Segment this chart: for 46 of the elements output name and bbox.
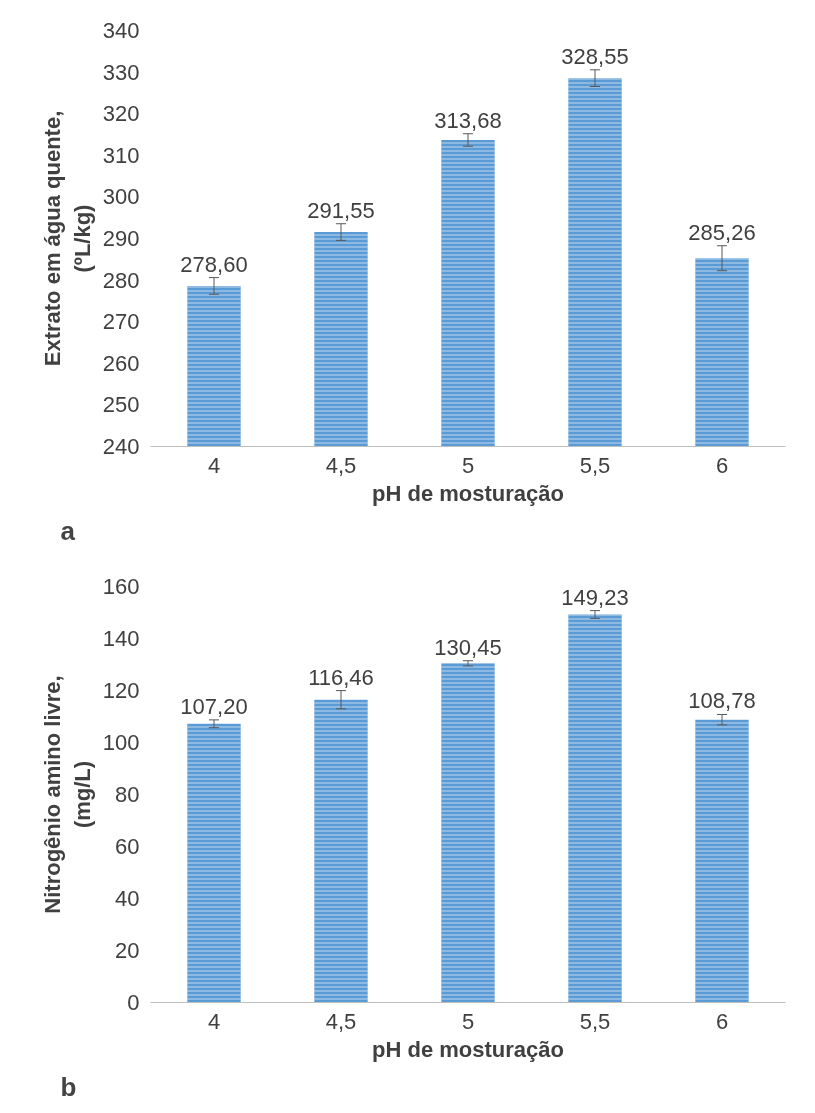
y-tick-label: 280 <box>102 267 140 293</box>
x-axis-title: pH de mosturação <box>372 1036 564 1062</box>
data-label: 108,78 <box>688 688 756 714</box>
x-tick-label: 4 <box>207 1008 221 1034</box>
y-tick-label: 120 <box>102 678 140 703</box>
text: b <box>60 1071 77 1102</box>
data-label: 291,55 <box>307 197 375 223</box>
x-tick-label: 4 <box>207 452 221 478</box>
data-label: 130,45 <box>434 634 502 660</box>
x-tick-label: 4,5 <box>325 452 357 478</box>
y-tick-label: 80 <box>115 782 140 807</box>
y-tick-label: 260 <box>102 350 140 376</box>
x-tick-label: 4,5 <box>325 1008 357 1034</box>
text: a <box>60 515 76 546</box>
y-tick-label: 300 <box>102 184 140 210</box>
y-axis-title: Extrato em água quente, (ºL/kg) <box>39 110 95 367</box>
y-tick-label: 330 <box>102 59 140 85</box>
y-tick-label: 250 <box>102 392 140 418</box>
y-tick-label: 340 <box>102 18 140 43</box>
x-tick-label: 6 <box>715 1008 729 1034</box>
x-tick-label: 5,5 <box>579 452 611 478</box>
x-tick-label: 5,5 <box>579 1008 611 1034</box>
y-tick-label: 290 <box>102 226 140 251</box>
y-axis-title: Nitrogênio amino livre, (mg/L) <box>39 675 95 914</box>
x-tick-label: 5 <box>461 1008 475 1034</box>
y-tick-label: 160 <box>102 574 140 599</box>
x-axis-title: pH de mosturação <box>372 480 564 506</box>
data-label: 285,26 <box>688 219 756 245</box>
y-tick-label: 20 <box>115 938 140 963</box>
y-tick-label: 240 <box>102 434 140 459</box>
y-tick-label: 100 <box>102 730 140 755</box>
y-tick-label: 140 <box>102 626 140 651</box>
data-label: 149,23 <box>561 584 629 610</box>
y-tick-label: 0 <box>127 990 140 1015</box>
x-tick-label: 6 <box>715 452 729 478</box>
data-label: 107,20 <box>180 693 248 719</box>
y-tick-label: 310 <box>102 142 140 168</box>
y-tick-label: 40 <box>115 886 140 911</box>
y-tick-label: 320 <box>102 101 140 127</box>
x-tick-label: 5 <box>461 452 475 478</box>
data-label: 313,68 <box>434 107 502 133</box>
data-label: 278,60 <box>180 251 248 277</box>
data-label: 116,46 <box>308 664 374 690</box>
y-tick-label: 60 <box>115 834 140 859</box>
data-label: 328,55 <box>561 43 629 69</box>
y-tick-label: 270 <box>102 309 140 335</box>
